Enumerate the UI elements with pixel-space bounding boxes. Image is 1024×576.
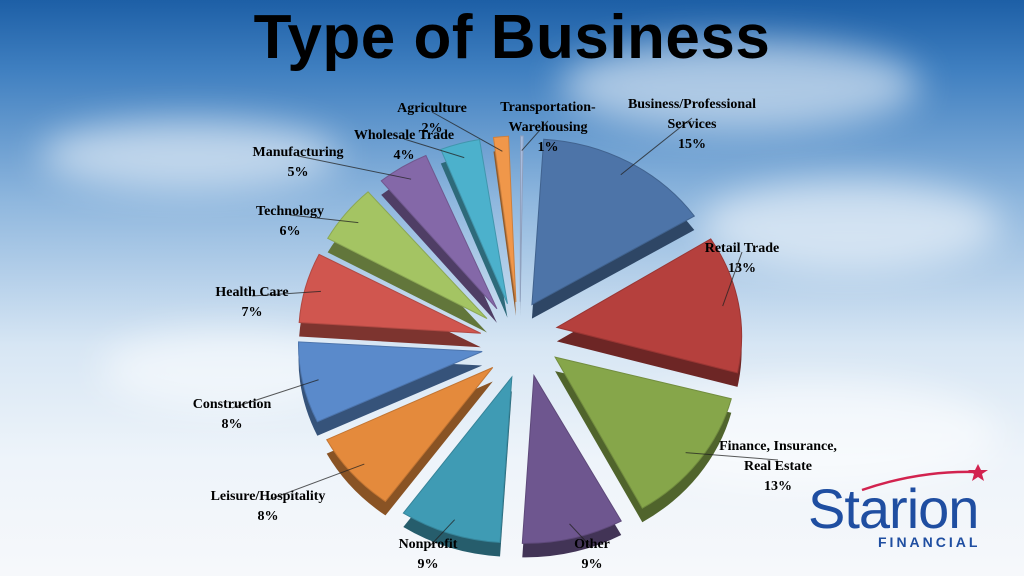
pie-slice (519, 135, 524, 302)
slice-label: Transportation-Warehousing 1% (500, 100, 596, 155)
slice-label: Technology 6% (256, 204, 324, 239)
leader-line (722, 251, 743, 307)
leader-lines (231, 111, 779, 549)
leader-line (685, 452, 779, 461)
slice-label: Business/Professional Services 15% (628, 97, 756, 152)
chart-title: Type of Business (253, 3, 771, 72)
pie-slice (402, 375, 513, 544)
leader-line (297, 155, 412, 180)
slice-label: Nonprofit 9% (399, 537, 458, 572)
slice-label: Agriculture 2% (397, 101, 467, 136)
pie-slice (554, 356, 732, 509)
pie-slice (531, 138, 696, 306)
slice-label: Finance, Insurance, Real Estate 13% (719, 439, 837, 494)
pie-slice (380, 154, 498, 310)
slice-label: Manufacturing 5% (253, 145, 344, 180)
slice-label: Construction 8% (193, 397, 272, 432)
leader-line (569, 523, 593, 549)
leader-line (403, 138, 465, 159)
starion-financial-logo: Starion FINANCIAL (808, 464, 1008, 558)
leader-line (521, 120, 549, 151)
slice-label: Health Care 7% (215, 285, 288, 320)
star-swoosh-icon (861, 464, 988, 492)
logo-subtitle: FINANCIAL (878, 534, 981, 550)
pie-slice (298, 253, 481, 334)
pie-slice (492, 135, 517, 303)
pie-slice (298, 341, 483, 423)
leader-line (431, 111, 503, 152)
pie-slice (440, 138, 508, 304)
pie-slices (298, 135, 743, 558)
slice-labels: Business/Professional Services 15% Retail T… (193, 97, 837, 572)
pie-slice (555, 238, 743, 374)
pie-slice-side (440, 153, 508, 318)
logo-wordmark: Starion (808, 477, 979, 540)
leader-line (289, 214, 359, 224)
pie-slice (325, 367, 494, 503)
pie-slice (521, 373, 622, 544)
slice-label: Retail Trade 13% (705, 241, 780, 276)
slice-label: Wholesale Trade 4% (354, 128, 454, 163)
leader-line (231, 379, 319, 409)
leader-line (251, 290, 321, 297)
leader-line (427, 519, 456, 549)
leader-line (620, 117, 693, 176)
slice-label: Other 9% (574, 537, 610, 572)
leader-line (267, 463, 365, 501)
slice-label: Leisure/Hospitality 8% (211, 489, 326, 524)
pie-slice (326, 191, 488, 319)
